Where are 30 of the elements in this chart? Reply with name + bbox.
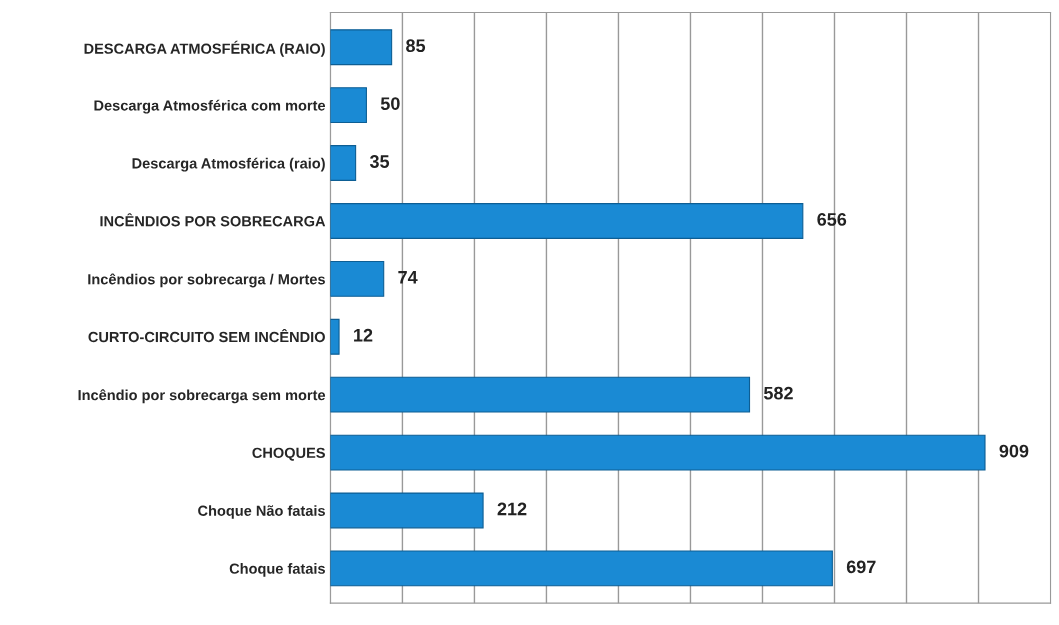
data-label: 582 <box>763 386 793 400</box>
y-tick-label: DESCARGA ATMOSFÉRICA (RAIO) <box>84 40 325 57</box>
bar <box>330 87 367 124</box>
y-tick-label: Descarga Atmosférica com morte <box>94 99 326 114</box>
bar <box>330 492 484 529</box>
y-tick-label: CHOQUES <box>252 447 325 461</box>
data-label: 697 <box>846 560 876 574</box>
y-tick-label: INCÊNDIOS POR SOBRECARGA <box>100 213 326 227</box>
data-label: 85 <box>406 39 426 53</box>
data-label: 909 <box>999 444 1029 458</box>
bar <box>330 318 340 355</box>
bar <box>330 260 385 297</box>
bar <box>330 550 833 587</box>
bar <box>330 434 986 471</box>
bar <box>330 29 393 66</box>
bar <box>330 203 804 239</box>
y-tick-label: Choque fatais <box>229 563 325 577</box>
y-tick-label: CURTO-CIRCUITO SEM INCÊNDIO <box>88 328 325 343</box>
bar <box>330 145 357 181</box>
data-label: 656 <box>817 213 847 226</box>
y-tick-label: Descarga Atmosférica (raio) <box>132 157 325 172</box>
data-label: 50 <box>380 97 400 110</box>
data-label: 35 <box>369 155 390 168</box>
data-label: 212 <box>497 502 527 516</box>
data-label: 12 <box>354 328 373 342</box>
y-tick-label: Incêndio por sobrecarga sem morte <box>78 389 326 404</box>
y-tick-label: Incêndios por sobrecarga / Mortes <box>88 273 325 288</box>
data-label: 74 <box>398 271 418 284</box>
bar <box>330 376 751 413</box>
y-tick-label: Choque Não fatais <box>198 505 325 519</box>
